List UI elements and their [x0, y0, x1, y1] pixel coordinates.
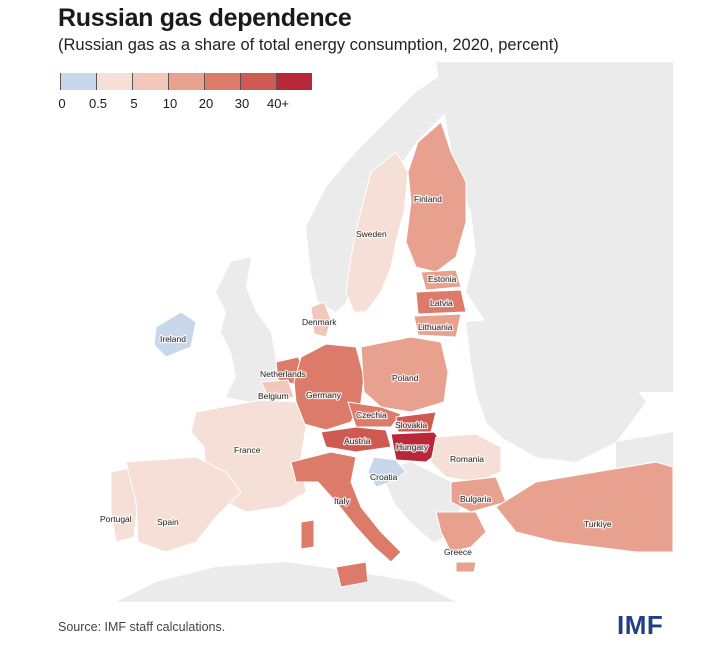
label-finland: Finland	[414, 194, 442, 204]
label-bulgaria: Bulgaria	[460, 494, 491, 504]
land-north-africa	[116, 562, 456, 602]
country-bulgaria	[450, 476, 507, 513]
source-note: Source: IMF staff calculations.	[58, 620, 226, 634]
legend-label: 40+	[266, 96, 290, 111]
legend-label: 10	[162, 96, 178, 111]
country-spain	[125, 456, 242, 553]
legend-swatch	[168, 73, 204, 90]
land-russia-north	[436, 62, 673, 392]
label-slovakia: Slovakia	[395, 420, 427, 430]
label-france: France	[234, 445, 261, 455]
label-austria: Austria	[344, 436, 371, 446]
country-austria	[320, 426, 392, 453]
legend-swatch	[96, 73, 132, 90]
legend-label: 20	[198, 96, 214, 111]
label-greece: Greece	[444, 547, 472, 557]
country-belgium	[260, 379, 295, 403]
country-germany	[293, 343, 365, 431]
label-austria: Austria	[344, 436, 371, 446]
label-latvia: Latvia	[430, 298, 453, 308]
label-hungary: Hungary	[396, 442, 429, 452]
legend-label: 0	[58, 96, 66, 111]
label-belgium: Belgium	[258, 391, 289, 401]
label-czechia: Czechia	[356, 410, 387, 420]
label-germany: Germany	[306, 390, 342, 400]
legend-label: 5	[130, 96, 138, 111]
label-romania: Romania	[450, 454, 484, 464]
country-denmark	[310, 301, 332, 338]
map-svg: Finland Finland Sweden Sweden Estonia Es…	[99, 62, 673, 602]
country-ireland	[153, 311, 197, 358]
label-estonia: Estonia	[428, 274, 457, 284]
land-uk	[216, 257, 291, 402]
label-ireland: Ireland	[160, 334, 186, 344]
label-spain: Spain	[157, 517, 179, 527]
label-bulgaria: Bulgaria	[460, 494, 491, 504]
legend-swatch	[240, 73, 276, 90]
country-estonia	[420, 269, 462, 291]
label-poland: Poland	[392, 373, 419, 383]
label-netherlands: Netherlands	[260, 369, 306, 379]
label-denmark: Denmark	[302, 317, 337, 327]
label-spain: Spain	[157, 517, 179, 527]
legend-swatch	[60, 73, 96, 90]
label-denmark: Denmark	[302, 317, 337, 327]
label-france: France	[234, 445, 261, 455]
label-croatia: Croatia	[370, 472, 398, 482]
label-ireland: Ireland	[160, 334, 186, 344]
country-romania	[430, 433, 502, 483]
label-portugal: Portugal	[100, 514, 132, 524]
country-latvia	[415, 289, 467, 315]
europe-map: Finland Finland Sweden Sweden Estonia Es…	[56, 62, 673, 602]
country-lithuania	[413, 313, 462, 338]
label-turkiye: Turkiye	[584, 519, 612, 529]
legend-labels: 0 0.5 5 10 20 30 40+	[58, 96, 312, 114]
legend-color-bar	[60, 73, 312, 90]
imf-logo: IMF	[617, 610, 664, 640]
country-italy	[290, 451, 402, 588]
label-latvia: Latvia	[430, 298, 453, 308]
country-croatia	[367, 456, 407, 488]
label-slovakia: Slovakia	[395, 420, 427, 430]
legend-label: 30	[234, 96, 250, 111]
chart-subtitle: (Russian gas as a share of total energy …	[58, 36, 559, 54]
label-italy: Italy	[334, 496, 350, 506]
legend-swatch	[276, 73, 312, 90]
label-hungary: Hungary	[396, 442, 429, 452]
land-belarus-ukraine	[466, 317, 646, 462]
label-netherlands: Netherlands	[260, 369, 306, 379]
country-greece	[435, 511, 487, 573]
label-romania: Romania	[450, 454, 484, 464]
label-finland: Finland	[414, 194, 442, 204]
country-poland	[360, 336, 449, 413]
legend-swatch	[132, 73, 168, 90]
legend-label: 0.5	[88, 96, 108, 111]
label-sweden: Sweden	[356, 229, 387, 239]
label-turkiye: Turkiye	[584, 519, 612, 529]
label-lithuania: Lithuania	[418, 322, 453, 332]
label-croatia: Croatia	[370, 472, 398, 482]
label-czechia: Czechia	[356, 410, 387, 420]
label-belgium: Belgium	[258, 391, 289, 401]
color-legend: 0 0.5 5 10 20 30 40+	[58, 73, 312, 114]
country-finland	[405, 121, 467, 273]
label-portugal: Portugal	[100, 514, 132, 524]
label-estonia: Estonia	[428, 274, 457, 284]
label-germany: Germany	[306, 390, 342, 400]
label-lithuania: Lithuania	[418, 322, 453, 332]
label-poland: Poland	[392, 373, 419, 383]
country-turkiye	[495, 461, 673, 553]
legend-swatch	[204, 73, 240, 90]
label-italy: Italy	[334, 496, 350, 506]
label-greece: Greece	[444, 547, 472, 557]
chart-title: Russian gas dependence	[58, 4, 352, 32]
label-sweden: Sweden	[356, 229, 387, 239]
country-sweden	[345, 151, 409, 313]
